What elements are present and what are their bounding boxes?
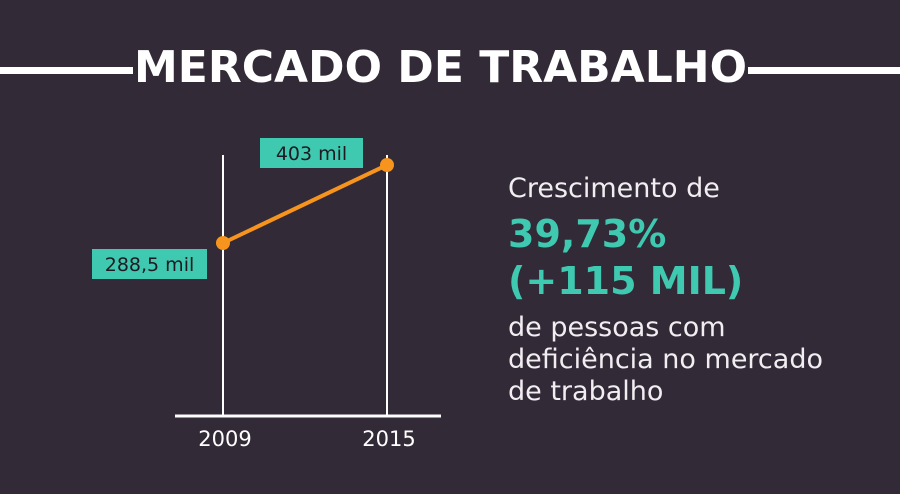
data-label-box (92, 249, 207, 279)
title-rule-right (748, 67, 900, 74)
stat-description: de pessoas com deficiência no mercado de… (508, 312, 823, 407)
data-label-text: 403 mil (276, 143, 347, 165)
page-title: MERCADO DE TRABALHO (133, 42, 747, 93)
stat-percent: 39,73% (508, 212, 667, 256)
data-point (380, 158, 394, 172)
series-line (222, 163, 388, 245)
data-label: 288,5 mil (92, 249, 207, 279)
data-label-text: 288,5 mil (105, 254, 195, 276)
data-label: 403 mil (260, 138, 363, 168)
data-point (216, 236, 230, 250)
stat-intro: Crescimento de (508, 173, 720, 204)
x-tick-label: 2009 (198, 427, 251, 451)
stat-increase: (+115 MIL) (508, 259, 744, 303)
title-rule-left (0, 67, 133, 74)
x-tick-label: 2015 (362, 427, 415, 451)
data-label-box (260, 138, 363, 168)
